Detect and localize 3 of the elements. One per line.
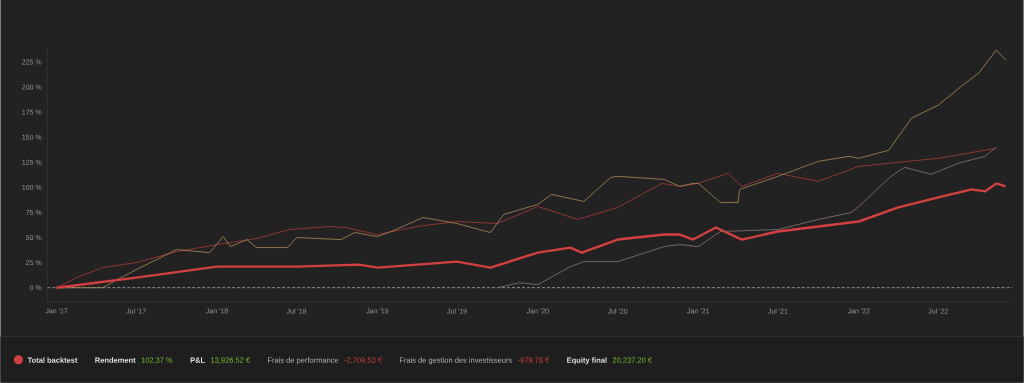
line-series <box>497 147 997 289</box>
line-series <box>55 182 1007 290</box>
line-series <box>56 148 997 289</box>
